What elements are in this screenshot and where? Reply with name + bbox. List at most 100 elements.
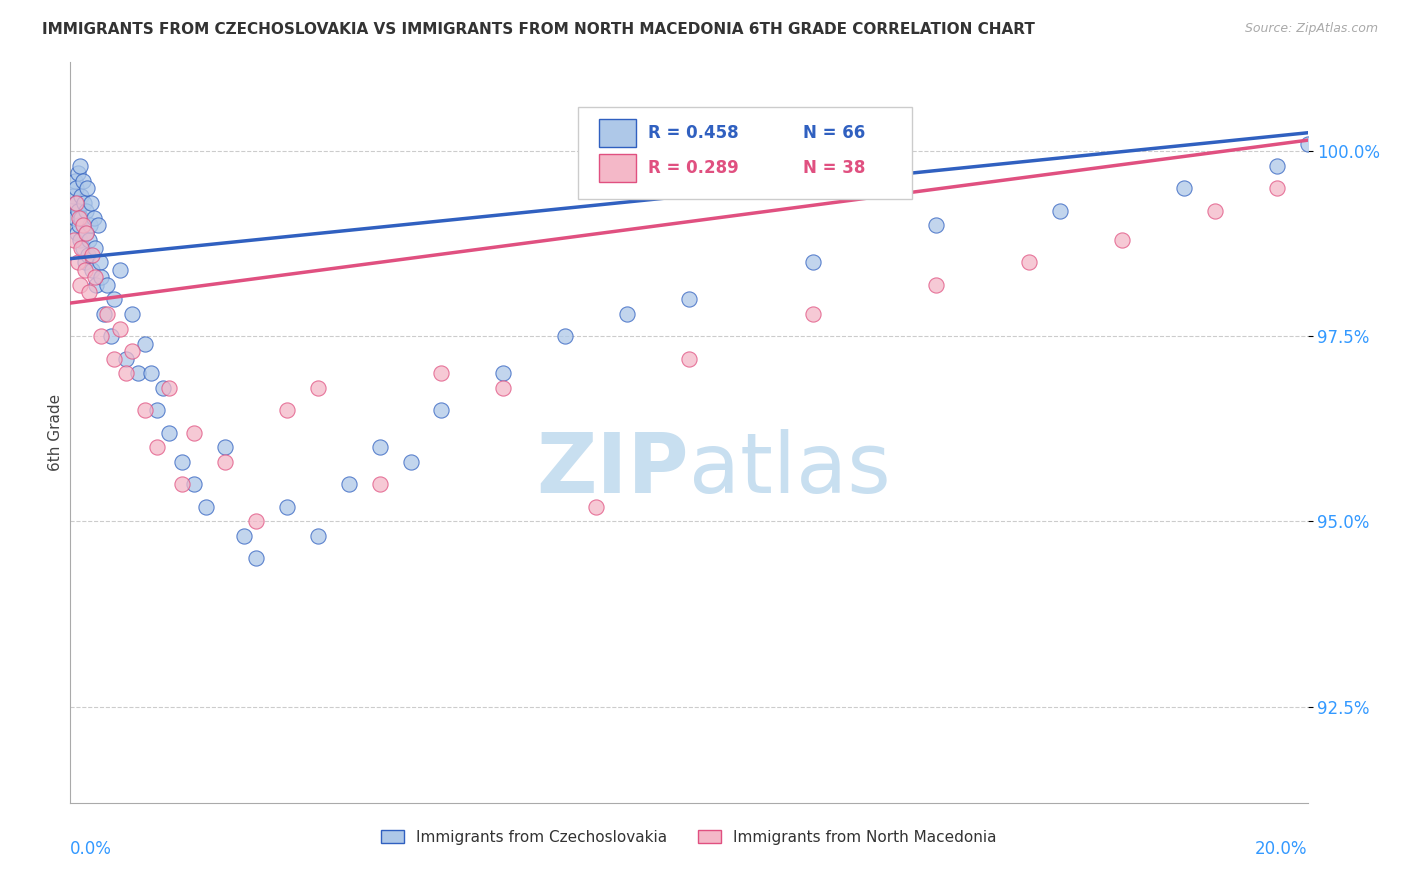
Text: R = 0.289: R = 0.289: [648, 160, 740, 178]
Point: [90, 270, 112, 285]
Point: [66, 226, 89, 240]
Point: [103, 293, 125, 307]
Point: [87, 219, 110, 233]
Point: [337, 477, 360, 491]
Point: [100, 329, 122, 343]
Point: [801, 307, 824, 321]
Text: R = 0.458: R = 0.458: [648, 124, 738, 142]
Point: [139, 367, 162, 381]
Point: [127, 367, 149, 381]
Point: [96, 307, 118, 321]
Point: [76, 181, 98, 195]
Legend: Immigrants from Czechoslovakia, Immigrants from North Macedonia: Immigrants from Czechoslovakia, Immigran…: [375, 823, 1002, 851]
Point: [276, 500, 298, 514]
Point: [214, 441, 236, 455]
Point: [62, 188, 84, 202]
Point: [245, 551, 267, 566]
Point: [925, 277, 948, 292]
Point: [1296, 136, 1319, 151]
Point: [1265, 159, 1288, 173]
Point: [65, 174, 87, 188]
FancyBboxPatch shape: [599, 154, 636, 182]
Point: [307, 529, 329, 543]
Point: [73, 262, 96, 277]
Point: [368, 477, 391, 491]
FancyBboxPatch shape: [599, 119, 636, 147]
Point: [84, 277, 107, 292]
Point: [69, 159, 91, 173]
Point: [67, 211, 90, 225]
Text: atlas: atlas: [689, 429, 890, 510]
Point: [115, 351, 138, 366]
Point: [90, 329, 112, 343]
Point: [75, 226, 97, 240]
Point: [368, 441, 391, 455]
FancyBboxPatch shape: [578, 107, 911, 200]
Point: [72, 241, 94, 255]
Point: [121, 307, 143, 321]
Point: [108, 262, 131, 277]
Point: [1173, 181, 1195, 195]
Point: [75, 203, 97, 218]
Point: [307, 381, 329, 395]
Point: [80, 196, 103, 211]
Point: [134, 336, 156, 351]
Point: [80, 248, 103, 262]
Text: N = 38: N = 38: [803, 160, 865, 178]
Point: [79, 219, 101, 233]
Point: [1111, 233, 1133, 247]
Point: [157, 381, 180, 395]
Point: [84, 270, 107, 285]
Point: [399, 455, 422, 469]
Point: [83, 211, 105, 225]
Point: [1018, 255, 1040, 269]
Point: [70, 211, 93, 225]
Point: [678, 351, 700, 366]
Point: [77, 233, 100, 247]
Point: [170, 455, 193, 469]
Point: [492, 381, 515, 395]
Point: [1049, 203, 1071, 218]
Point: [232, 529, 254, 543]
Point: [134, 403, 156, 417]
Point: [69, 233, 91, 247]
Point: [66, 255, 89, 269]
Text: IMMIGRANTS FROM CZECHOSLOVAKIA VS IMMIGRANTS FROM NORTH MACEDONIA 6TH GRADE CORR: IMMIGRANTS FROM CZECHOSLOVAKIA VS IMMIGR…: [42, 22, 1035, 37]
Point: [146, 403, 169, 417]
Point: [76, 248, 98, 262]
Point: [63, 233, 86, 247]
Point: [801, 255, 824, 269]
Point: [66, 167, 89, 181]
Point: [73, 255, 96, 269]
Point: [121, 344, 143, 359]
Point: [65, 181, 87, 195]
Point: [65, 196, 87, 211]
Point: [108, 322, 131, 336]
Point: [492, 367, 515, 381]
Point: [430, 367, 453, 381]
Point: [925, 219, 948, 233]
Y-axis label: 6th Grade: 6th Grade: [48, 394, 63, 471]
Point: [214, 455, 236, 469]
Point: [678, 293, 700, 307]
Point: [80, 262, 103, 277]
Point: [616, 307, 638, 321]
Point: [75, 226, 97, 240]
Point: [152, 381, 174, 395]
Point: [73, 196, 96, 211]
Point: [183, 425, 205, 440]
Point: [170, 477, 193, 491]
Point: [554, 329, 576, 343]
Text: 20.0%: 20.0%: [1256, 840, 1308, 858]
Point: [70, 241, 93, 255]
Point: [183, 477, 205, 491]
Point: [276, 403, 298, 417]
Point: [72, 219, 94, 233]
Point: [146, 441, 169, 455]
Point: [63, 211, 86, 225]
Text: 0.0%: 0.0%: [70, 840, 112, 858]
Point: [67, 203, 90, 218]
Point: [84, 241, 107, 255]
Point: [115, 367, 138, 381]
Point: [585, 500, 607, 514]
